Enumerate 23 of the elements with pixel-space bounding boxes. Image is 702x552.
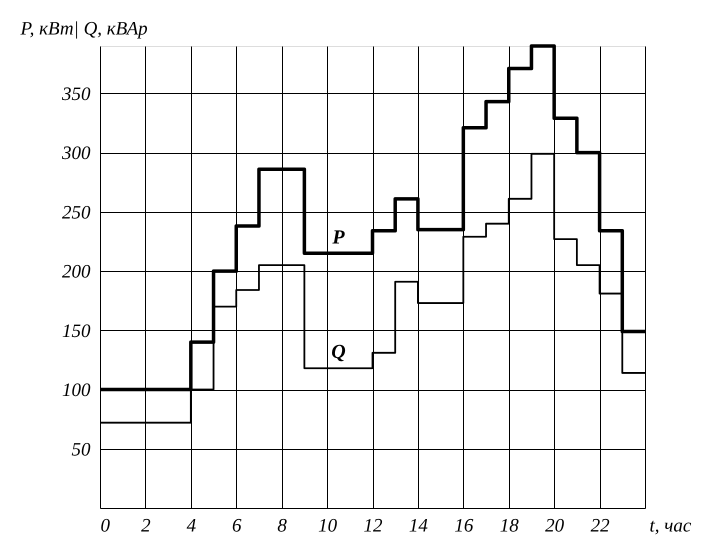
y-tick-label: 250 — [62, 202, 91, 224]
y-tick-label: 150 — [62, 320, 91, 342]
y-tick-label: 100 — [62, 380, 91, 402]
x-tick-label: 18 — [500, 516, 520, 536]
x-tick-label: 6 — [232, 516, 242, 536]
y-tick-label: 50 — [72, 439, 91, 460]
x-tick-label: 2 — [141, 516, 152, 536]
series-label: Q — [331, 341, 346, 364]
x-tick-label: 4 — [186, 516, 197, 536]
series-label: P — [331, 226, 346, 248]
x-tick-label: 20 — [545, 516, 565, 536]
x-tick-label: 14 — [408, 516, 428, 536]
y-tick-label: 300 — [61, 143, 91, 164]
x-tick-label: 8 — [277, 516, 288, 536]
x-tick-label: 0 — [100, 516, 110, 536]
y-tick-label: 200 — [62, 262, 91, 283]
x-tick-label: 12 — [364, 516, 383, 536]
y-axis-title: P, кВт| Q, кВАр — [20, 18, 148, 40]
x-axis-title: t, час — [650, 516, 692, 536]
x-tick-label: 22 — [590, 516, 610, 536]
y-tick-label: 350 — [61, 84, 91, 105]
x-tick-label: 16 — [454, 516, 474, 536]
x-tick-label: 10 — [318, 516, 338, 536]
